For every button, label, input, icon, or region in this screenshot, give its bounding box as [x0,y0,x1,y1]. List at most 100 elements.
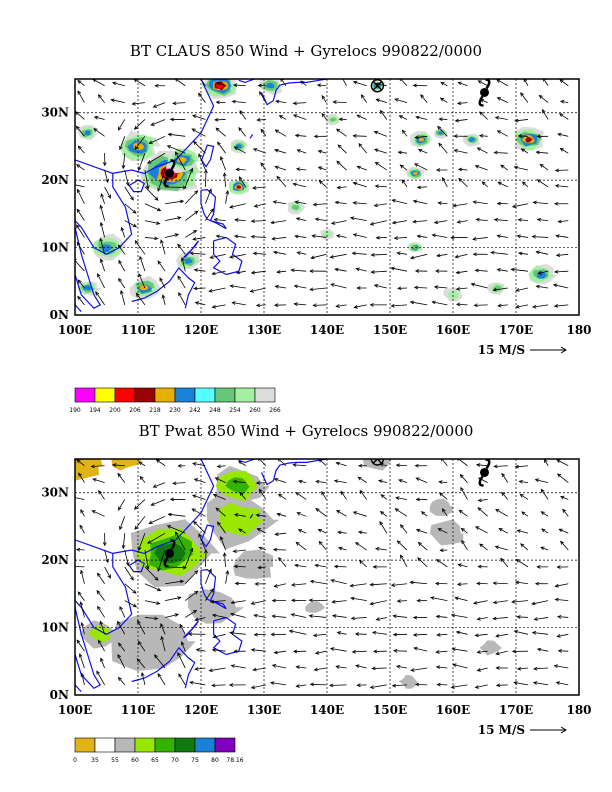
wind-vector [151,119,166,126]
wind-vector-head [117,620,121,625]
wind-vector-head [230,612,235,617]
wind-vector-head [536,134,541,139]
wind-vector [100,222,105,238]
wind-vector-head [138,272,142,278]
wind-vector [456,303,468,306]
wind-vector-head [160,635,165,641]
wind-vector-head [297,479,303,484]
wind-vector [138,153,146,171]
wind-vector [554,270,569,273]
wind-vector [138,533,146,551]
colorbar-swatch [134,737,156,753]
wind-vector [456,287,468,290]
colorbar-label: 242 [189,407,201,414]
wind-vector [477,617,488,620]
wind-vector [76,209,85,221]
wind-vector-head [317,529,322,533]
wind-vector [355,542,367,551]
wind-vector-head [258,546,263,551]
wind-vector-head [393,648,398,653]
wind-vector [314,667,327,671]
wind-vector [402,130,408,137]
wind-vector-head [335,128,341,133]
wind-vector-head [510,267,515,272]
wind-vector-head [474,685,479,689]
colorbar-swatch [94,737,116,753]
wind-vector [532,632,549,635]
wind-vector-head [310,255,315,260]
wind-vector-head [391,220,397,225]
wind-vector-head [117,653,122,659]
wind-vector-head [76,208,81,213]
wind-vector-head [274,165,279,170]
wind-vector [318,528,327,534]
wind-vector-head [553,269,559,274]
wind-vector [312,235,327,238]
wind-vector-head [97,605,101,610]
wind-vector-head [413,646,418,651]
wind-vector-head [390,583,396,587]
wind-vector [96,670,105,686]
wind-vector [256,514,266,517]
wind-vector-head [375,617,380,621]
wind-vector [558,220,569,223]
wind-vector [321,113,327,120]
wind-vector-head [272,200,277,204]
wind-vector [165,597,181,601]
wind-vector-head [394,508,399,513]
wind-vector-head [192,610,198,614]
wind-vector [358,531,367,534]
wind-vector-head [537,270,542,275]
wind-vector-head [476,616,481,621]
wind-vector-head [159,277,164,282]
wind-vector-head [107,194,111,199]
wind-vector [458,168,468,171]
wind-vector-head [532,200,537,205]
wind-vector-head [179,623,184,629]
wind-vector-head [498,528,503,532]
wind-vector [137,620,146,635]
wind-vector-head [349,583,354,588]
wind-vector [77,279,85,289]
wind-vector-head [217,141,221,146]
wind-vector [212,304,226,308]
wind-vector-head [80,672,85,678]
wind-vector-head [169,497,174,502]
wind-vector [220,536,226,551]
wind-vector-head [338,117,343,122]
wind-vector [78,145,85,154]
wind-vector [533,682,549,686]
wind-vector-head [409,255,415,260]
wind-vector-head [516,234,521,239]
wind-vector-head [395,463,400,468]
cloud-cell-layer [236,185,242,189]
wind-vector [230,285,246,289]
wind-vector [235,219,246,221]
wind-vector-head [350,596,355,601]
wind-vector-head [233,649,238,654]
typhoon-arm [163,176,169,188]
wind-vector-head [157,673,162,678]
x-tick-label: 100E [58,703,92,717]
wind-vector-head [540,488,545,493]
wind-vector [184,190,198,205]
wind-vector [136,658,146,669]
wind-vector-head [198,533,202,538]
wind-vector-head [336,160,341,165]
wind-vector-head [535,284,540,289]
wind-vector-head [401,129,406,134]
wind-vector [168,513,186,517]
wind-vector-head [172,101,177,106]
coastline [182,620,200,639]
typhoon-symbol [478,459,491,487]
wind-vector [250,287,266,292]
wind-vector [185,210,198,221]
wind-vector-head [75,125,80,130]
wind-vector-head [352,233,358,237]
wind-vector-head [175,531,179,536]
wind-vector-head [409,300,415,305]
wind-vector-head [415,528,421,533]
coastline [249,133,254,139]
wind-vector-head [356,114,361,119]
wind-vector [336,235,347,238]
